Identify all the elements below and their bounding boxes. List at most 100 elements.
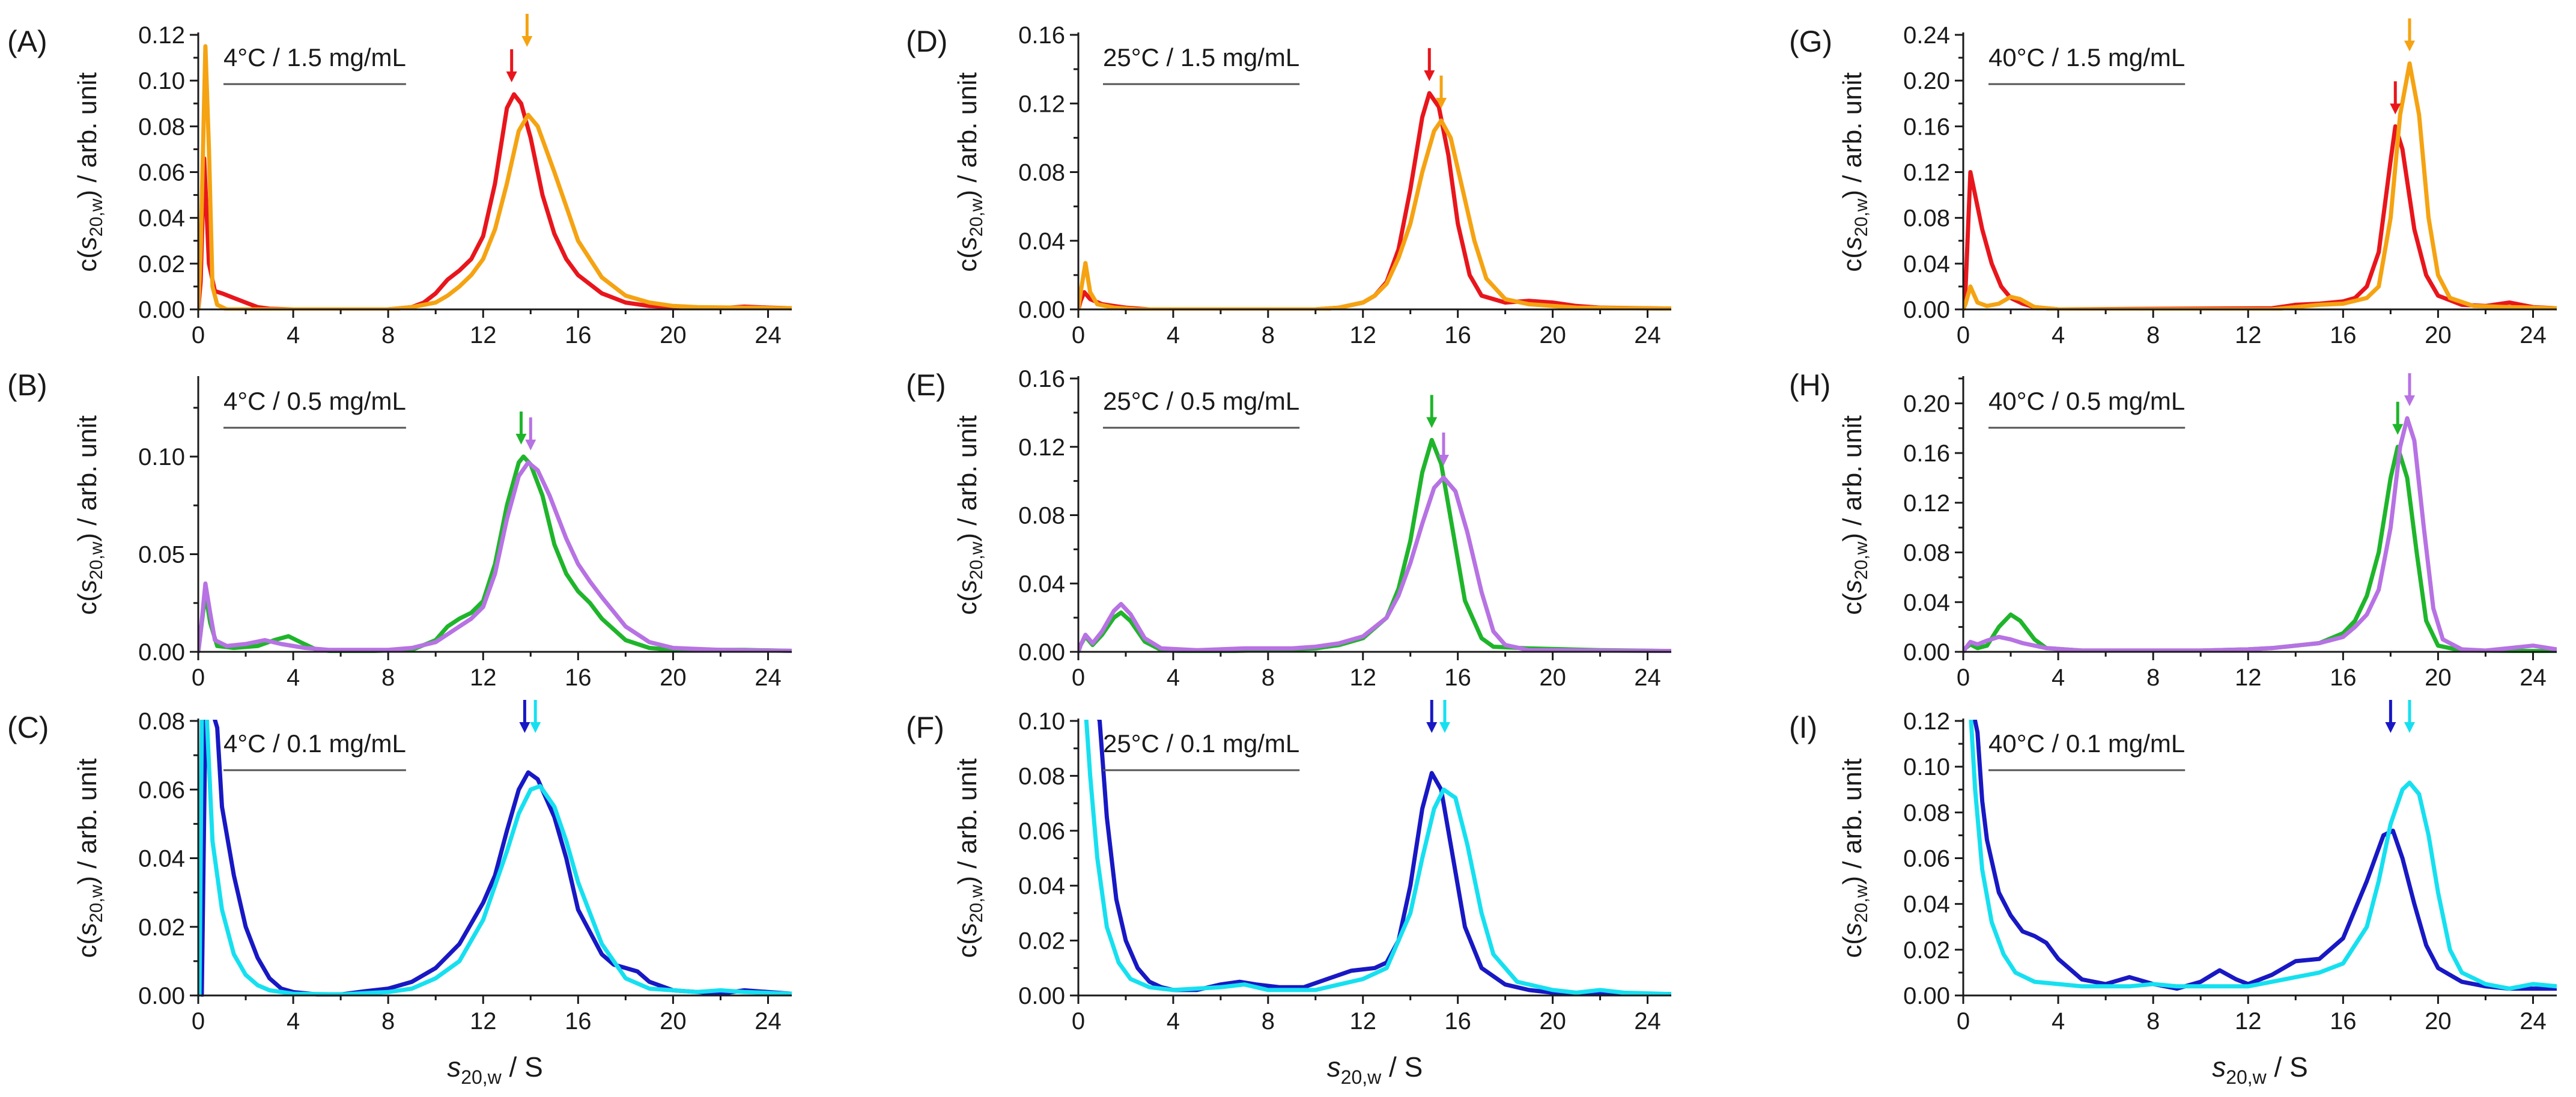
x-tick-label: 4 [287, 322, 300, 348]
y-tick-label: 0.20 [1903, 390, 1950, 417]
y-tick-label: 0.10 [1018, 708, 1065, 735]
x-tick-label: 24 [1634, 1008, 1661, 1035]
x-tick-label: 20 [660, 664, 687, 691]
y-tick-label: 0.05 [138, 542, 185, 568]
y-tick-label: 0.24 [1903, 22, 1950, 49]
x-tick-label: 0 [1072, 322, 1085, 348]
x-tick-label: 16 [2330, 664, 2357, 691]
y-tick-label: 0.06 [1903, 846, 1950, 872]
panel-label: (E) [906, 368, 946, 402]
y-tick-label: 0.00 [1903, 639, 1950, 666]
y-tick-label: 0.04 [1903, 589, 1950, 616]
x-tick-label: 0 [192, 322, 205, 348]
x-tick-label: 24 [1634, 322, 1661, 348]
y-tick-label: 0.08 [138, 708, 185, 735]
y-tick-label: 0.00 [1903, 297, 1950, 323]
panel-label: (D) [906, 25, 947, 58]
x-tick-label: 4 [2052, 664, 2065, 691]
x-tick-label: 12 [470, 322, 497, 348]
y-tick-label: 0.10 [138, 68, 185, 94]
x-tick-label: 24 [2520, 664, 2547, 691]
y-tick-label: 0.02 [1903, 937, 1950, 964]
condition-label: 4°C / 0.5 mg/mL [223, 387, 406, 415]
y-tick-label: 0.00 [1018, 983, 1065, 1009]
condition-label: 40°C / 0.1 mg/mL [1988, 729, 2185, 758]
x-tick-label: 16 [1444, 1008, 1471, 1035]
x-tick-label: 24 [1634, 664, 1661, 691]
y-tick-label: 0.08 [1903, 540, 1950, 567]
peak-arrow-green [515, 412, 527, 445]
series-line-green [1963, 445, 2557, 653]
x-tick-label: 12 [2235, 664, 2262, 691]
panel-label: (F) [906, 711, 944, 744]
x-tick-label: 0 [192, 1008, 205, 1035]
condition-label: 40°C / 0.5 mg/mL [1988, 387, 2185, 415]
x-tick-label: 20 [2425, 1008, 2452, 1035]
y-axis-label: c(s20,w) / arb. unit [1838, 415, 1871, 615]
x-tick-label: 8 [2146, 1008, 2160, 1035]
panel-I: (I) 0 4 8 12 16 20 24 0.00 0.02 0.04 0.06 0.08 0.10 0.… [1789, 700, 2557, 1088]
y-tick-label: 0.16 [1903, 440, 1950, 467]
x-tick-label: 4 [287, 1008, 300, 1035]
condition-label: 4°C / 0.1 mg/mL [223, 729, 406, 758]
y-tick-label: 0.12 [138, 22, 185, 49]
x-tick-label: 0 [1072, 1008, 1085, 1035]
x-tick-label: 16 [565, 322, 592, 348]
x-tick-label: 12 [1350, 664, 1377, 691]
panel-H: (H) 0 4 8 12 16 20 24 0.00 0.04 0.08 0.12 0.16 0.20 40… [1789, 368, 2557, 691]
panel-F: (F) 0 4 8 12 16 20 24 0.00 0.02 0.04 0.06 0.08 0.10 25… [906, 700, 1671, 1088]
y-tick-label: 0.04 [138, 846, 185, 872]
x-tick-label: 12 [1350, 322, 1377, 348]
x-tick-label: 20 [660, 322, 687, 348]
peak-arrow-orange [521, 14, 533, 47]
y-tick-label: 0.04 [138, 205, 185, 232]
panel-label: (C) [7, 711, 49, 744]
x-tick-label: 12 [1350, 1008, 1377, 1035]
y-tick-label: 0.00 [138, 639, 185, 666]
x-tick-label: 24 [2520, 322, 2547, 348]
series-line-red [1078, 91, 1671, 311]
y-tick-label: 0.10 [138, 444, 185, 470]
x-tick-label: 16 [1444, 664, 1471, 691]
series-line-purple [1963, 416, 2557, 653]
y-tick-label: 0.12 [1018, 434, 1065, 461]
x-tick-label: 4 [1167, 322, 1180, 348]
peak-arrow-orange [2404, 18, 2415, 52]
x-tick-label: 24 [2520, 1008, 2547, 1035]
y-tick-label: 0.04 [1903, 251, 1950, 278]
x-tick-label: 24 [755, 664, 782, 691]
series-line-red [198, 92, 792, 311]
y-tick-label: 0.16 [1018, 22, 1065, 49]
series-line-blue [1097, 720, 1671, 997]
x-tick-label: 16 [565, 1008, 592, 1035]
x-tick-label: 8 [381, 322, 395, 348]
x-tick-label: 4 [1167, 1008, 1180, 1035]
y-tick-label: 0.00 [138, 983, 185, 1009]
y-tick-label: 0.12 [1903, 708, 1950, 735]
panel-A: (A) 0 4 8 12 16 20 24 0.00 0.02 0.04 0.06 0.08 0.10 0.… [7, 14, 792, 348]
peak-arrow-blue [519, 700, 530, 733]
series-line-cyan [1084, 720, 1671, 997]
y-tick-label: 0.02 [138, 914, 185, 941]
x-tick-label: 16 [2330, 322, 2357, 348]
x-tick-label: 16 [565, 664, 592, 691]
x-tick-label: 4 [1167, 664, 1180, 691]
x-tick-label: 20 [660, 1008, 687, 1035]
y-tick-label: 0.04 [1018, 228, 1065, 255]
y-tick-label: 0.00 [1018, 639, 1065, 666]
x-axis-label: s20,w / S [447, 1051, 543, 1088]
series-line-orange [1963, 61, 2557, 311]
y-tick-label: 0.12 [1903, 160, 1950, 186]
x-tick-label: 20 [1539, 1008, 1566, 1035]
y-axis-label: c(s20,w) / arb. unit [1838, 72, 1871, 272]
x-tick-label: 16 [1444, 322, 1471, 348]
y-tick-label: 0.02 [138, 251, 185, 278]
condition-label: 25°C / 0.5 mg/mL [1103, 387, 1299, 415]
y-axis-label: c(s20,w) / arb. unit [73, 415, 106, 615]
y-tick-label: 0.16 [1018, 366, 1065, 392]
y-tick-label: 0.04 [1018, 873, 1065, 899]
x-tick-label: 8 [1262, 322, 1275, 348]
peak-arrow-cyan [530, 700, 541, 733]
y-axis-label: c(s20,w) / arb. unit [953, 72, 986, 272]
y-tick-label: 0.08 [1018, 160, 1065, 186]
